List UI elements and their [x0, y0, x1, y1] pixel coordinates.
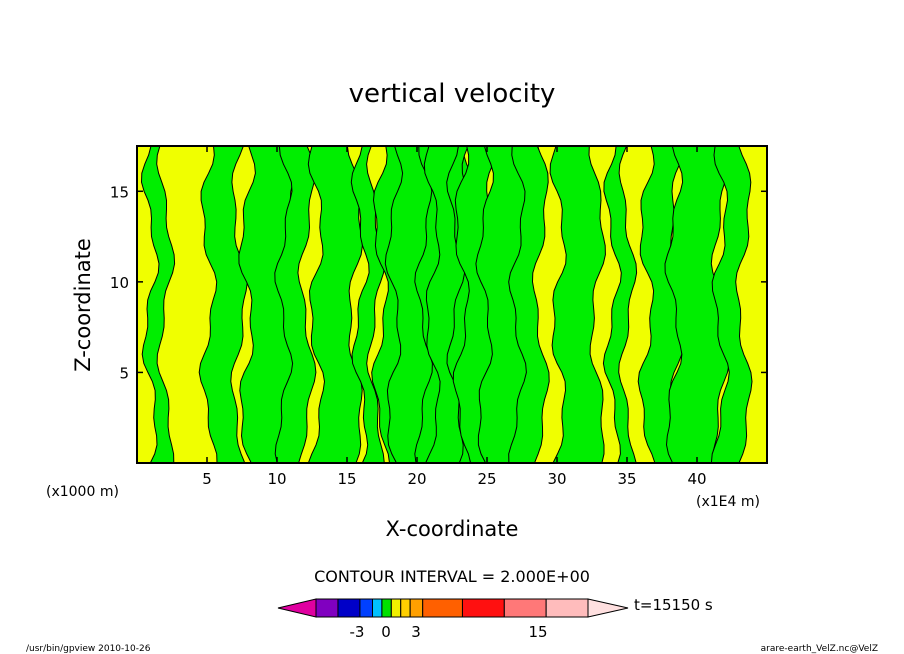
colorbar-segment — [461, 598, 505, 618]
colorbar-labels: -3 0 3 15 — [350, 623, 548, 641]
plot-frame — [136, 145, 768, 464]
colorbar-segment — [359, 598, 373, 618]
colorbar-label: 15 — [528, 623, 547, 641]
y-tick-label: 15 — [110, 183, 129, 201]
colorbar-segment — [409, 598, 424, 618]
colorbar — [277, 598, 629, 618]
colorbar-segment — [390, 598, 402, 618]
x-tick-label: 30 — [547, 470, 566, 488]
colorbar-segment — [503, 598, 547, 618]
plot-area — [136, 145, 768, 464]
colorbar-segment — [545, 598, 589, 618]
colorbar-arrow-right — [587, 598, 629, 618]
chart-title: vertical velocity — [349, 79, 556, 109]
colorbar-segment — [422, 598, 463, 618]
negative-velocity-regions — [140, 145, 753, 464]
y-tick-label: 10 — [110, 274, 129, 292]
x-tick-label: 10 — [267, 470, 286, 488]
footer-left: /usr/bin/gpview 2010-10-26 — [26, 644, 151, 654]
x-axis-ticks: 5 10 15 20 25 30 35 40 — [202, 146, 707, 488]
contour-interval-label: CONTOUR INTERVAL = 2.000E+00 — [314, 567, 590, 586]
x-unit-right: (x1E4 m) — [696, 494, 760, 510]
colorbar-label: 0 — [381, 623, 391, 641]
y-axis-label: Z-coordinate — [71, 238, 95, 372]
y-tick-label: 5 — [119, 364, 129, 382]
colorbar-segment — [315, 598, 339, 618]
x-tick-label: 25 — [477, 470, 496, 488]
colorbar-arrow-left — [277, 598, 317, 618]
colorbar-segment — [381, 598, 392, 618]
x-tick-label: 20 — [407, 470, 426, 488]
x-axis-label: X-coordinate — [386, 517, 519, 541]
footer-right: arare-earth_VelZ.nc@VelZ — [761, 644, 878, 654]
time-label: t=15150 s — [634, 596, 713, 614]
x-tick-label: 40 — [687, 470, 706, 488]
x-unit-left: (x1000 m) — [46, 484, 119, 500]
colorbar-label: 3 — [411, 623, 421, 641]
y-axis-ticks: 5 10 15 — [110, 183, 767, 382]
x-tick-label: 5 — [202, 470, 212, 488]
x-tick-label: 15 — [337, 470, 356, 488]
colorbar-segment — [337, 598, 361, 618]
colorbar-segment — [400, 598, 411, 618]
x-tick-label: 35 — [617, 470, 636, 488]
colorbar-label: -3 — [350, 623, 365, 641]
colorbar-segment — [371, 598, 383, 618]
